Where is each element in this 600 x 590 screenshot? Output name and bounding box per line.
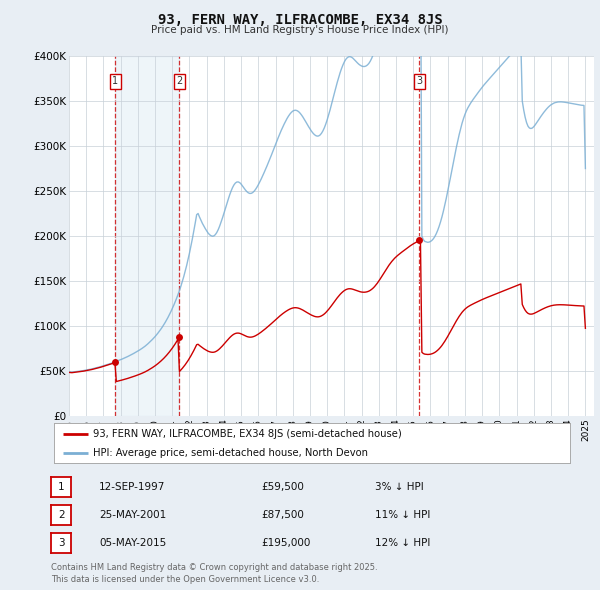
Text: 2: 2: [176, 76, 182, 86]
Text: £195,000: £195,000: [261, 539, 310, 548]
Text: 12-SEP-1997: 12-SEP-1997: [99, 482, 166, 491]
Text: 2: 2: [58, 510, 65, 520]
Bar: [115, 56, 179, 416]
Text: 1: 1: [58, 482, 65, 491]
Text: 3% ↓ HPI: 3% ↓ HPI: [375, 482, 424, 491]
Text: £59,500: £59,500: [261, 482, 304, 491]
Text: Contains HM Land Registry data © Crown copyright and database right 2025.
This d: Contains HM Land Registry data © Crown c…: [51, 563, 377, 584]
Text: 93, FERN WAY, ILFRACOMBE, EX34 8JS (semi-detached house): 93, FERN WAY, ILFRACOMBE, EX34 8JS (semi…: [92, 430, 401, 440]
Text: 93, FERN WAY, ILFRACOMBE, EX34 8JS: 93, FERN WAY, ILFRACOMBE, EX34 8JS: [158, 13, 442, 27]
Text: 05-MAY-2015: 05-MAY-2015: [99, 539, 166, 548]
Text: 25-MAY-2001: 25-MAY-2001: [99, 510, 166, 520]
Text: 11% ↓ HPI: 11% ↓ HPI: [375, 510, 430, 520]
Text: 3: 3: [416, 76, 422, 86]
Text: 12% ↓ HPI: 12% ↓ HPI: [375, 539, 430, 548]
Text: £87,500: £87,500: [261, 510, 304, 520]
Text: Price paid vs. HM Land Registry's House Price Index (HPI): Price paid vs. HM Land Registry's House …: [151, 25, 449, 35]
Text: HPI: Average price, semi-detached house, North Devon: HPI: Average price, semi-detached house,…: [92, 448, 368, 458]
Text: 1: 1: [112, 76, 119, 86]
Text: 3: 3: [58, 539, 65, 548]
